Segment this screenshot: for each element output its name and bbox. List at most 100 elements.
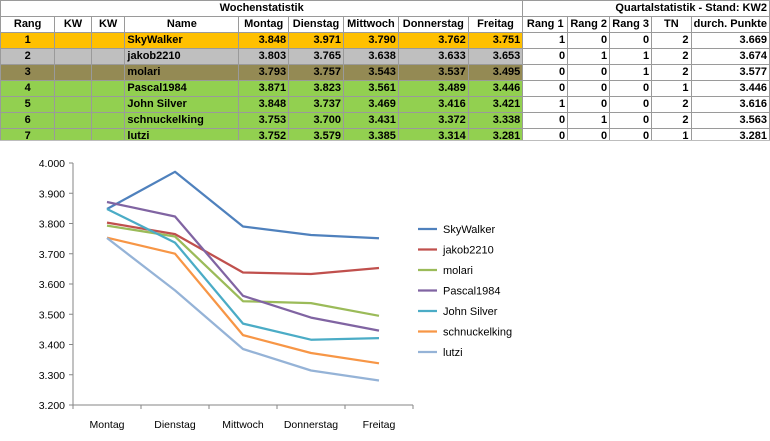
cell-avg[interactable]: 3.674: [690, 48, 770, 65]
cell-kw2[interactable]: [90, 48, 126, 65]
quarter-title[interactable]: Quartalstatistik - Stand: KW2: [522, 0, 770, 17]
cell-kw1[interactable]: [54, 80, 92, 97]
cell-avg[interactable]: 3.446: [690, 80, 770, 97]
cell-mi[interactable]: 3.543: [342, 64, 399, 81]
cell-kw2[interactable]: [90, 112, 126, 129]
column-header[interactable]: Mittwoch: [342, 16, 399, 33]
cell-tn[interactable]: 1: [651, 80, 692, 97]
cell-fr[interactable]: 3.338: [467, 112, 524, 129]
cell-fr[interactable]: 3.495: [467, 64, 524, 81]
cell-mi[interactable]: 3.469: [342, 96, 399, 113]
cell-r3[interactable]: 1: [609, 64, 653, 81]
cell-r3[interactable]: 0: [609, 112, 653, 129]
cell-mo[interactable]: 3.848: [238, 32, 290, 49]
column-header[interactable]: Freitag: [467, 16, 524, 33]
cell-kw1[interactable]: [54, 48, 92, 65]
cell-kw1[interactable]: [54, 112, 92, 129]
cell-rang[interactable]: 1: [0, 32, 56, 49]
cell-mi[interactable]: 3.431: [342, 112, 399, 129]
cell-name[interactable]: jakob2210: [124, 48, 240, 65]
cell-rang[interactable]: 2: [0, 48, 56, 65]
line-chart[interactable]: 3.200 3.300 3.400 3.500 3.600 3.700 3.800 3.900…: [0, 140, 770, 438]
cell-do[interactable]: 3.416: [397, 96, 469, 113]
cell-r3[interactable]: 0: [609, 80, 653, 97]
cell-name[interactable]: Pascal1984: [124, 80, 240, 97]
cell-mo[interactable]: 3.753: [238, 112, 290, 129]
cell-r3[interactable]: 0: [609, 32, 653, 49]
cell-mi[interactable]: 3.638: [342, 48, 399, 65]
cell-tn[interactable]: 2: [651, 112, 692, 129]
cell-tn[interactable]: 2: [651, 96, 692, 113]
cell-tn[interactable]: 2: [651, 64, 692, 81]
cell-di[interactable]: 3.823: [288, 80, 344, 97]
cell-tn[interactable]: 2: [651, 48, 692, 65]
cell-kw1[interactable]: [54, 96, 92, 113]
cell-avg[interactable]: 3.669: [690, 32, 770, 49]
cell-do[interactable]: 3.762: [397, 32, 469, 49]
column-header[interactable]: Donnerstag: [397, 16, 469, 33]
cell-r2[interactable]: 0: [567, 96, 611, 113]
column-header[interactable]: Dienstag: [288, 16, 344, 33]
cell-di[interactable]: 3.700: [288, 112, 344, 129]
column-header[interactable]: KW: [54, 16, 92, 33]
cell-mo[interactable]: 3.848: [238, 96, 290, 113]
cell-r1[interactable]: 0: [522, 64, 569, 81]
cell-avg[interactable]: 3.577: [690, 64, 770, 81]
cell-name[interactable]: molari: [124, 64, 240, 81]
cell-kw2[interactable]: [90, 80, 126, 97]
cell-kw1[interactable]: [54, 32, 92, 49]
column-header[interactable]: Rang 1: [522, 16, 569, 33]
cell-avg[interactable]: 3.616: [690, 96, 770, 113]
cell-rang[interactable]: 6: [0, 112, 56, 129]
cell-r2[interactable]: 0: [567, 64, 611, 81]
cell-r2[interactable]: 0: [567, 32, 611, 49]
cell-kw2[interactable]: [90, 96, 126, 113]
cell-name[interactable]: John Silver: [124, 96, 240, 113]
cell-r1[interactable]: 0: [522, 48, 569, 65]
column-header[interactable]: TN: [651, 16, 692, 33]
cell-rang[interactable]: 3: [0, 64, 56, 81]
cell-mo[interactable]: 3.793: [238, 64, 290, 81]
cell-do[interactable]: 3.537: [397, 64, 469, 81]
cell-kw2[interactable]: [90, 32, 126, 49]
cell-rang[interactable]: 5: [0, 96, 56, 113]
cell-r3[interactable]: 1: [609, 48, 653, 65]
cell-di[interactable]: 3.757: [288, 64, 344, 81]
cell-fr[interactable]: 3.751: [467, 32, 524, 49]
cell-r2[interactable]: 1: [567, 112, 611, 129]
column-header[interactable]: Rang 3: [609, 16, 653, 33]
cell-mi[interactable]: 3.790: [342, 32, 399, 49]
cell-fr[interactable]: 3.421: [467, 96, 524, 113]
column-header[interactable]: durch. Punkte: [690, 16, 770, 33]
cell-tn[interactable]: 2: [651, 32, 692, 49]
cell-name[interactable]: SkyWalker: [124, 32, 240, 49]
column-header[interactable]: Rang 2: [567, 16, 611, 33]
cell-do[interactable]: 3.633: [397, 48, 469, 65]
cell-r1[interactable]: 1: [522, 96, 569, 113]
cell-di[interactable]: 3.765: [288, 48, 344, 65]
column-header[interactable]: Montag: [238, 16, 290, 33]
cell-r1[interactable]: 0: [522, 80, 569, 97]
cell-do[interactable]: 3.489: [397, 80, 469, 97]
column-header[interactable]: Name: [124, 16, 240, 33]
cell-name[interactable]: schnuckelking: [124, 112, 240, 129]
cell-fr[interactable]: 3.653: [467, 48, 524, 65]
cell-mi[interactable]: 3.561: [342, 80, 399, 97]
cell-kw2[interactable]: [90, 64, 126, 81]
cell-di[interactable]: 3.971: [288, 32, 344, 49]
cell-r2[interactable]: 1: [567, 48, 611, 65]
cell-r1[interactable]: 1: [522, 32, 569, 49]
cell-do[interactable]: 3.372: [397, 112, 469, 129]
cell-kw1[interactable]: [54, 64, 92, 81]
cell-mo[interactable]: 3.871: [238, 80, 290, 97]
column-header[interactable]: KW: [90, 16, 126, 33]
cell-mo[interactable]: 3.803: [238, 48, 290, 65]
cell-fr[interactable]: 3.446: [467, 80, 524, 97]
cell-di[interactable]: 3.737: [288, 96, 344, 113]
cell-r3[interactable]: 0: [609, 96, 653, 113]
cell-r1[interactable]: 0: [522, 112, 569, 129]
cell-rang[interactable]: 4: [0, 80, 56, 97]
cell-avg[interactable]: 3.563: [690, 112, 770, 129]
week-title[interactable]: Wochenstatistik: [0, 0, 524, 17]
cell-r2[interactable]: 0: [567, 80, 611, 97]
